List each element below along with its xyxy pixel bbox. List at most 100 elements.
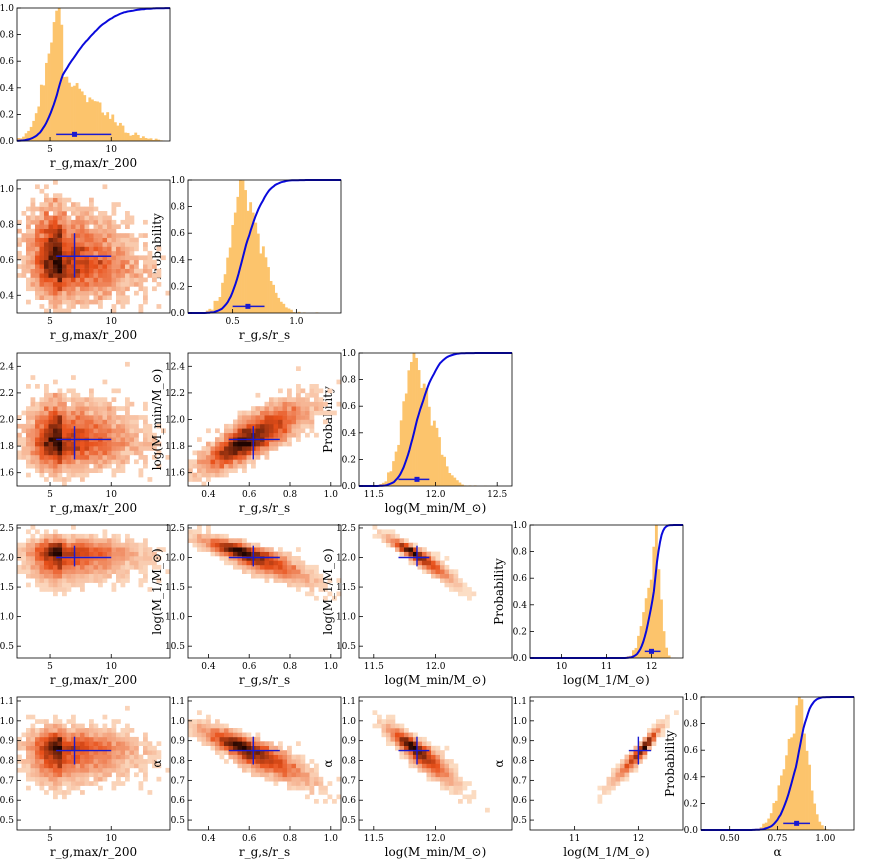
density-cell	[408, 759, 414, 764]
density-cell	[111, 224, 117, 229]
density-cell	[93, 564, 99, 570]
density-cell	[102, 250, 108, 256]
density-cell	[17, 450, 22, 456]
density-cell	[300, 772, 306, 778]
density-cell	[260, 772, 265, 778]
density-cell	[264, 410, 270, 416]
density-cell	[444, 564, 450, 570]
density-cell	[48, 538, 54, 543]
density-cell	[116, 259, 121, 265]
density-cell	[282, 551, 288, 557]
density-cell	[80, 587, 85, 592]
hist-bar	[52, 22, 56, 142]
hist-bar	[149, 138, 153, 141]
hist-bar	[448, 472, 452, 486]
density-cell	[44, 246, 49, 252]
density-cell	[102, 564, 108, 570]
density-cell	[246, 750, 252, 755]
density-cell	[66, 423, 72, 429]
density-cell	[107, 219, 112, 225]
density-cell	[39, 538, 45, 543]
density-cell	[111, 547, 117, 552]
density-cell	[111, 410, 117, 416]
density-cell	[134, 759, 139, 764]
density-cell	[381, 732, 387, 738]
density-cell	[39, 268, 45, 274]
density-cell	[449, 763, 454, 769]
density-cell	[66, 564, 72, 570]
density-cell	[120, 219, 126, 225]
axis-label-alpha: α	[492, 759, 506, 767]
density-cell	[300, 767, 306, 773]
density-cell	[305, 776, 310, 782]
density-cell	[120, 273, 126, 278]
density-cell	[206, 529, 211, 535]
density-cell	[237, 455, 243, 460]
density-cell	[80, 250, 85, 256]
density-cell	[111, 304, 117, 309]
hist-bar	[75, 83, 79, 141]
density-cell	[107, 767, 112, 773]
density-cell	[53, 719, 58, 724]
density-cell	[444, 569, 450, 574]
density-cell	[35, 573, 40, 579]
density-cell	[84, 215, 90, 221]
density-cell	[66, 719, 72, 724]
density-cell	[75, 259, 81, 265]
density-cell	[66, 560, 72, 566]
density-cell	[66, 428, 72, 434]
density-cell	[314, 432, 319, 438]
density-cell	[53, 591, 58, 597]
density-cell	[39, 282, 45, 287]
density-cell	[102, 754, 108, 760]
density-cell	[57, 392, 63, 398]
density-cell	[48, 246, 54, 252]
density-cell	[75, 415, 81, 420]
hist-bar	[129, 135, 133, 141]
density-cell	[287, 397, 292, 402]
hist-bar	[261, 246, 265, 313]
density-cell	[44, 211, 49, 216]
density-cell	[30, 219, 36, 225]
hist-bar	[29, 126, 33, 141]
density-cell	[197, 542, 202, 548]
density-cell	[57, 277, 63, 283]
density-cell	[291, 556, 297, 561]
density-cell	[35, 415, 40, 420]
density-cell	[30, 211, 36, 216]
density-cell	[462, 781, 468, 786]
hist-ylabel: Probability	[492, 558, 506, 625]
hist-bar	[782, 769, 786, 830]
density-cell	[116, 750, 121, 755]
density-cell	[422, 767, 427, 773]
density-cell	[660, 723, 666, 729]
pair-alpha-ytick-label: 0.9	[0, 737, 14, 747]
axis-label-rgs: r_g,s/r_s	[239, 501, 290, 515]
density-cell	[615, 763, 621, 769]
density-cell	[35, 763, 40, 769]
density-cell	[197, 477, 202, 482]
density-cell	[48, 759, 54, 764]
density-cell	[26, 564, 31, 570]
density-cell	[134, 763, 139, 769]
density-cell	[53, 295, 58, 300]
density-cell	[206, 547, 211, 552]
density-cell	[66, 224, 72, 229]
density-cell	[62, 468, 67, 473]
density-cell	[116, 759, 121, 764]
hist-bar	[267, 267, 270, 313]
pair-alpha-ytick-label: 0.9	[342, 737, 357, 747]
density-cell	[381, 538, 387, 543]
hist-bar	[45, 62, 48, 142]
density-cell	[233, 556, 238, 561]
density-cell	[80, 215, 85, 221]
density-cell	[80, 763, 85, 769]
pair-rgs-xtick-label: 1.0	[324, 662, 339, 672]
pair-Mmin-xtick-label: 12.0	[425, 834, 445, 844]
density-cell	[62, 295, 67, 300]
density-cell	[192, 533, 198, 539]
density-cell	[372, 710, 378, 715]
density-cell	[39, 728, 45, 733]
density-cell	[66, 282, 72, 287]
density-cell	[422, 759, 427, 764]
